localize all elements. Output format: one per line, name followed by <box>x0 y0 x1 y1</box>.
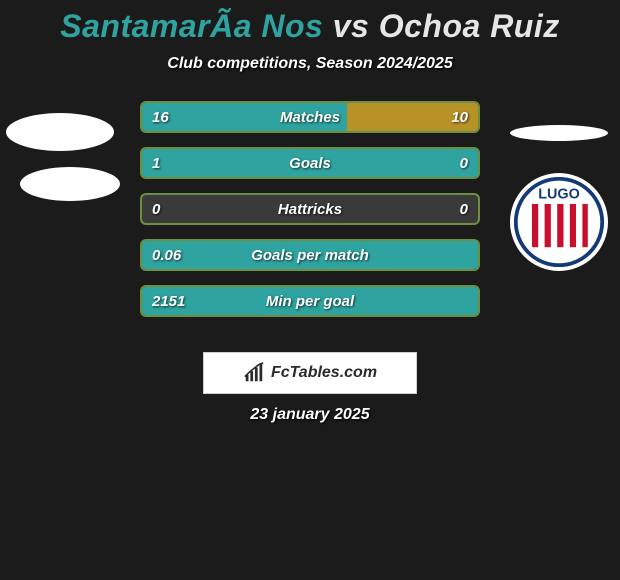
stats-stage: LUGO 16Matches101Goals00Hattricks00.06Go… <box>0 101 620 361</box>
page-title: SantamarÃ­a Nos vs Ochoa Ruiz <box>0 0 620 45</box>
stat-bar: 2151Min per goal <box>140 285 480 317</box>
stat-value-right: 0 <box>460 195 468 223</box>
subtitle: Club competitions, Season 2024/2025 <box>0 55 620 73</box>
player1-name: SantamarÃ­a Nos <box>60 8 323 44</box>
brand-badge[interactable]: FcTables.com <box>203 352 417 394</box>
club-badge-text: LUGO <box>538 187 580 203</box>
stat-bar: 1Goals0 <box>140 147 480 179</box>
stat-bar: 0Hattricks0 <box>140 193 480 225</box>
stat-label: Goals <box>142 149 478 177</box>
chart-icon <box>243 362 265 384</box>
stat-bars: 16Matches101Goals00Hattricks00.06Goals p… <box>140 101 480 331</box>
stat-label: Matches <box>142 103 478 131</box>
player1-avatar <box>6 113 114 151</box>
club-badge: LUGO <box>510 173 608 271</box>
footer-date: 23 january 2025 <box>0 406 620 424</box>
player2-name: Ochoa Ruiz <box>379 8 560 44</box>
comparison-card: SantamarÃ­a Nos vs Ochoa Ruiz Club compe… <box>0 0 620 580</box>
player2-avatar <box>510 125 608 141</box>
stat-bar: 0.06Goals per match <box>140 239 480 271</box>
stat-label: Goals per match <box>142 241 478 269</box>
brand-text: FcTables.com <box>271 364 377 382</box>
stat-label: Min per goal <box>142 287 478 315</box>
player1-avatar-2 <box>20 167 120 201</box>
stat-value-right: 0 <box>460 149 468 177</box>
vs-text: vs <box>323 8 378 44</box>
stat-label: Hattricks <box>142 195 478 223</box>
stat-value-right: 10 <box>451 103 468 131</box>
club-badge-icon: LUGO <box>514 177 604 267</box>
stat-bar: 16Matches10 <box>140 101 480 133</box>
